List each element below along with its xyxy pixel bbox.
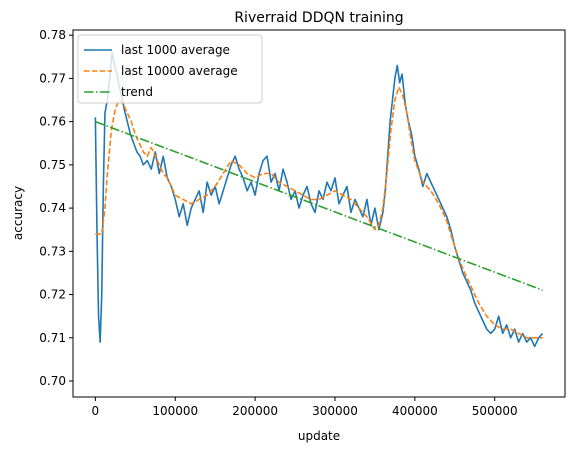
x-tick-label: 100000 bbox=[152, 404, 198, 418]
y-tick-label: 0.74 bbox=[39, 201, 66, 215]
y-tick-label: 0.72 bbox=[39, 288, 66, 302]
y-tick-label: 0.75 bbox=[39, 158, 66, 172]
x-axis-label: update bbox=[298, 429, 340, 443]
chart-title: Riverraid DDQN training bbox=[234, 10, 403, 26]
legend-label-1: last 1000 average bbox=[121, 43, 230, 57]
y-axis: 0.70 0.71 0.72 0.73 0.74 0.75 0.76 0.77 0.78 bbox=[39, 28, 73, 388]
legend-box bbox=[77, 34, 263, 104]
plot-frame bbox=[72, 29, 566, 398]
y-tick-label: 0.71 bbox=[39, 331, 66, 345]
x-axis: 0 100000 200000 300000 400000 500000 bbox=[92, 397, 518, 418]
legend-label-3: trend bbox=[121, 85, 153, 99]
y-tick-label: 0.77 bbox=[39, 71, 66, 85]
legend-label-2: last 10000 average bbox=[121, 64, 238, 78]
y-tick-label: 0.78 bbox=[39, 28, 66, 42]
x-tick-label: 300000 bbox=[312, 404, 358, 418]
x-tick-label: 500000 bbox=[472, 404, 518, 418]
x-tick-label: 0 bbox=[92, 404, 100, 418]
x-tick-label: 400000 bbox=[392, 404, 438, 418]
series-line-2 bbox=[95, 86, 543, 339]
plot-lines bbox=[94, 51, 544, 348]
legend: last 1000 average last 10000 average trend bbox=[77, 34, 263, 104]
x-tick-label: 200000 bbox=[232, 404, 278, 418]
y-tick-label: 0.73 bbox=[39, 244, 66, 258]
y-axis-label: accuracy bbox=[11, 186, 25, 240]
series-line-3 bbox=[95, 120, 543, 291]
y-tick-label: 0.70 bbox=[39, 374, 66, 388]
y-tick-label: 0.76 bbox=[39, 115, 66, 129]
